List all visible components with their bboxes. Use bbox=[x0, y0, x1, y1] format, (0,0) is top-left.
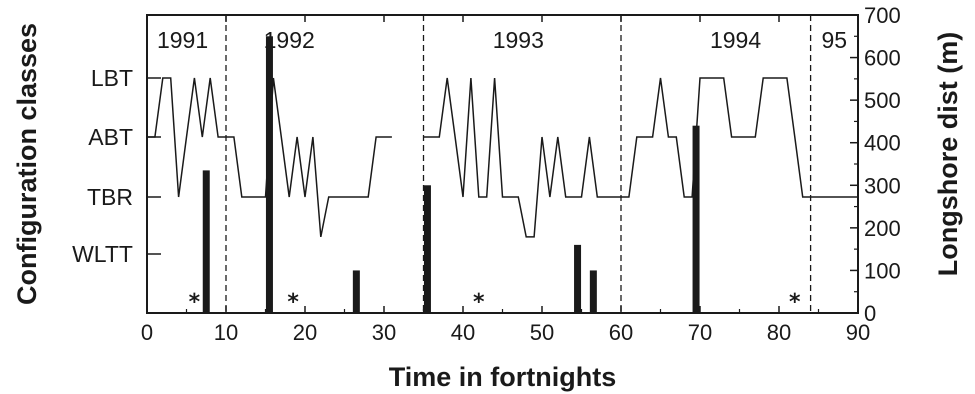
x-tick-label: 60 bbox=[609, 320, 633, 345]
year-label: 95 bbox=[822, 27, 848, 53]
configuration-series bbox=[147, 77, 858, 238]
x-axis-ticks: 0 10 20 30 40 50 60 70 80 90 bbox=[141, 15, 870, 345]
year-label: 1994 bbox=[710, 27, 761, 53]
x-tick-label: 0 bbox=[141, 320, 153, 345]
x-tick-label: 20 bbox=[293, 320, 317, 345]
class-label-tbr: TBR bbox=[87, 184, 133, 210]
longshore-bar bbox=[574, 244, 582, 313]
plot-frame bbox=[146, 14, 859, 314]
longshore-bar bbox=[423, 185, 431, 313]
right-axis-title: Longshore dist (m) bbox=[933, 32, 963, 277]
longshore-bars bbox=[202, 36, 700, 314]
x-tick-label: 80 bbox=[767, 320, 791, 345]
longshore-bar bbox=[265, 36, 273, 314]
class-label-abt: ABT bbox=[88, 124, 133, 150]
longshore-bar bbox=[589, 270, 597, 313]
year-label: 1993 bbox=[493, 27, 544, 53]
right-tick-label: 300 bbox=[864, 173, 901, 198]
right-tick-label: 200 bbox=[864, 216, 901, 241]
class-label-lbt: LBT bbox=[91, 65, 133, 91]
right-tick-label: 0 bbox=[864, 301, 876, 326]
x-tick-label: 50 bbox=[530, 320, 554, 345]
class-ticks: WLTT TBR ABT LBT bbox=[72, 65, 161, 267]
left-axis-title: Configuration classes bbox=[12, 23, 42, 305]
configuration-line-2 bbox=[423, 77, 858, 238]
asterisk-marker: * bbox=[473, 290, 485, 315]
right-tick-label: 100 bbox=[864, 258, 901, 283]
x-tick-label: 30 bbox=[372, 320, 396, 345]
year-labels: 1991 1992 1993 1994 95 bbox=[157, 27, 847, 53]
asterisk-marker: * bbox=[789, 290, 801, 315]
longshore-bar bbox=[692, 125, 700, 313]
right-tick-label: 600 bbox=[864, 46, 901, 71]
x-tick-label: 70 bbox=[688, 320, 712, 345]
longshore-bar bbox=[352, 270, 360, 313]
x-tick-label: 10 bbox=[214, 320, 238, 345]
right-tick-label: 700 bbox=[864, 3, 901, 28]
x-axis-title: Time in fortnights bbox=[389, 362, 617, 392]
class-label-wltt: WLTT bbox=[72, 241, 133, 267]
right-tick-label: 400 bbox=[864, 131, 901, 156]
x-tick-label: 40 bbox=[451, 320, 475, 345]
longshore-bar bbox=[202, 170, 210, 313]
year-label: 1991 bbox=[157, 27, 208, 53]
right-tick-label: 500 bbox=[864, 88, 901, 113]
year-label: 1992 bbox=[264, 27, 315, 53]
asterisk-marker: * bbox=[189, 290, 201, 315]
right-axis-ticks: 0 100 200 300 400 500 600 700 bbox=[850, 3, 901, 326]
x-tick-label: 90 bbox=[846, 320, 870, 345]
asterisk-markers: * * * * bbox=[189, 290, 801, 315]
year-divider-lines bbox=[225, 15, 812, 313]
asterisk-marker: * bbox=[287, 290, 299, 315]
